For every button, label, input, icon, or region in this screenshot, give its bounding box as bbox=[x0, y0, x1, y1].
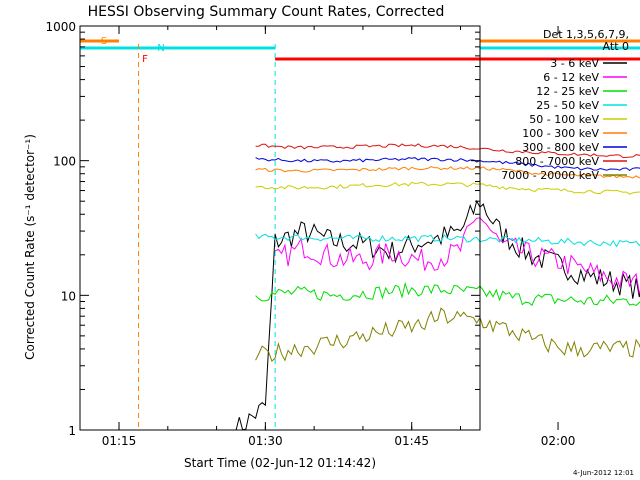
series-lines bbox=[235, 143, 640, 431]
series-line-800-7000-kev bbox=[255, 143, 640, 159]
x-axis-label: Start Time (02-Jun-12 01:14:42) bbox=[184, 456, 376, 470]
x-tick-label-2: 01:45 bbox=[394, 434, 429, 448]
x-tick-label-1: 01:30 bbox=[248, 434, 283, 448]
legend-label-2: 12 - 25 keV bbox=[536, 85, 599, 98]
timestamp: 4-Jun-2012 12:01 bbox=[573, 469, 634, 477]
series-line-7000-20000-kev bbox=[255, 307, 640, 362]
plot-frame bbox=[79, 25, 481, 431]
flag-label-F: F bbox=[142, 54, 148, 65]
series-line-6-12-kev bbox=[274, 217, 640, 295]
flag-label-S: S bbox=[101, 36, 107, 47]
series-line-25-50-kev bbox=[255, 233, 640, 248]
observing-flags: S NF bbox=[80, 36, 640, 65]
legend-label-6: 300 - 800 keV bbox=[522, 141, 599, 154]
y-tick-label-1: 10 bbox=[61, 289, 76, 303]
legend-label-3: 25 - 50 keV bbox=[536, 99, 599, 112]
legend-label-7: 800 - 7000 keV bbox=[515, 155, 599, 168]
legend-label-5: 100 - 300 keV bbox=[522, 127, 599, 140]
series-line-100-300-kev bbox=[255, 166, 640, 179]
axes: 01:1501:3001:4502:0002:1502:3002:4511010… bbox=[45, 20, 576, 448]
series-line-50-100-kev bbox=[255, 181, 640, 195]
series-line-3-6-kev bbox=[235, 199, 640, 431]
legend-label-8: 7000 - 20000 keV bbox=[501, 169, 599, 182]
y-tick-label-2: 100 bbox=[53, 155, 76, 169]
x-tick-label-3: 02:00 bbox=[541, 434, 576, 448]
chart-title: HESSI Observing Summary Count Rates, Cor… bbox=[88, 4, 445, 20]
legend-label-1: 6 - 12 keV bbox=[543, 71, 599, 84]
y-tick-label-3: 1000 bbox=[45, 20, 76, 34]
y-tick-label-0: 1 bbox=[68, 424, 76, 438]
series-line-300-800-kev bbox=[255, 157, 640, 172]
y-axis-label: Corrected Count Rate (s⁻¹ detector⁻¹) bbox=[23, 134, 37, 360]
series-line-12-25-kev bbox=[255, 281, 640, 306]
legend-label-0: 3 - 6 keV bbox=[550, 57, 599, 70]
legend-header-1: Att 0 bbox=[603, 40, 629, 53]
x-tick-label-0: 01:15 bbox=[102, 434, 137, 448]
flag-label-N: N bbox=[157, 43, 164, 54]
legend-header-0: Det 1,3,5,6,7,9, bbox=[543, 28, 629, 41]
legend-label-4: 50 - 100 keV bbox=[529, 113, 599, 126]
